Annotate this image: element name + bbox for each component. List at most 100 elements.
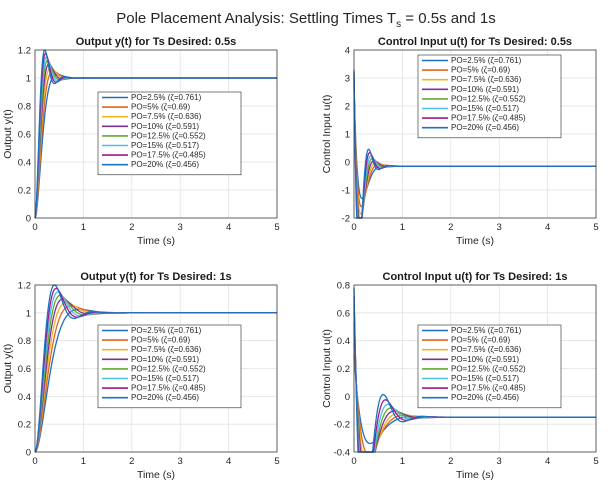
y-tick-label: 0	[345, 158, 350, 169]
y-tick-label: 1	[26, 74, 31, 85]
legend-label: PO=10% (ζ=0.591)	[451, 355, 519, 364]
x-tick-label: 2	[129, 222, 134, 233]
y-tick-label: 0.2	[337, 364, 350, 375]
x-tick-label: 3	[178, 456, 183, 467]
legend-label: PO=7.5% (ζ=0.636)	[451, 75, 522, 84]
legend-label: PO=2.5% (ζ=0.761)	[451, 56, 522, 65]
legend: PO=2.5% (ζ=0.761)PO=5% (ζ=0.69)PO=7.5% (…	[97, 91, 242, 176]
y-tick-label: 0.6	[18, 130, 31, 141]
y-tick-label: 0.6	[337, 308, 350, 319]
series-line	[34, 49, 277, 219]
legend: PO=2.5% (ζ=0.761)PO=5% (ζ=0.69)PO=7.5% (…	[417, 54, 562, 139]
y-axis-label: Output y(t)	[2, 109, 14, 159]
legend-label: PO=7.5% (ζ=0.636)	[131, 112, 202, 121]
chart-title: Output y(t) for Ts Desired: 0.5s	[76, 36, 237, 48]
x-axis-label: Time (s)	[456, 235, 494, 247]
legend-box	[417, 324, 562, 409]
y-tick-label: 0	[345, 392, 350, 403]
y-tick-label: 4	[345, 46, 350, 57]
legend-box	[417, 54, 562, 139]
x-tick-label: 4	[545, 456, 550, 467]
legend-label: PO=15% (ζ=0.517)	[131, 141, 199, 150]
x-axis-label: Time (s)	[137, 235, 175, 247]
y-tick-label: -0.2	[334, 420, 350, 431]
legend-label: PO=7.5% (ζ=0.636)	[451, 345, 522, 354]
legend-label: PO=2.5% (ζ=0.761)	[131, 326, 202, 335]
x-tick-label: 5	[593, 456, 598, 467]
y-axis-label: Output y(t)	[2, 344, 14, 394]
x-tick-label: 2	[448, 222, 453, 233]
y-tick-label: 0.2	[18, 186, 31, 197]
y-tick-label: -0.4	[334, 448, 350, 459]
x-tick-label: 2	[129, 456, 134, 467]
chart-panel-4: 0 1 2 3 4 5 -0.4 -0.2 0 0.2 0.4 0.6 0.8 Control Input…	[321, 271, 599, 481]
y-tick-label: 0.8	[337, 281, 350, 292]
y-tick-label: 1.2	[18, 281, 31, 292]
y-tick-label: 0.8	[18, 336, 31, 347]
series-line	[34, 284, 277, 453]
legend-label: PO=5% (ζ=0.69)	[451, 336, 510, 345]
y-tick-label: 3	[345, 74, 350, 85]
series-line	[353, 69, 596, 219]
legend-label: PO=15% (ζ=0.517)	[451, 374, 519, 383]
x-tick-label: 3	[178, 222, 183, 233]
x-tick-label: 5	[274, 456, 279, 467]
legend-label: PO=2.5% (ζ=0.761)	[131, 93, 202, 102]
suptitle-subscript: s	[396, 19, 401, 30]
chart-title: Output y(t) for Ts Desired: 1s	[80, 271, 231, 283]
y-tick-label: 1	[345, 130, 350, 141]
y-tick-label: 1.2	[18, 46, 31, 57]
x-tick-label: 0	[32, 456, 37, 467]
series-line	[353, 287, 596, 453]
legend-label: PO=5% (ζ=0.69)	[131, 336, 190, 345]
legend-label: PO=2.5% (ζ=0.761)	[451, 326, 522, 335]
legend-label: PO=17.5% (ζ=0.485)	[451, 384, 526, 393]
x-tick-label: 1	[81, 456, 86, 467]
chart-title: Control Input u(t) for Ts Desired: 0.5s	[378, 36, 572, 48]
chart-title: Control Input u(t) for Ts Desired: 1s	[383, 271, 568, 283]
legend-label: PO=20% (ζ=0.456)	[131, 160, 199, 169]
legend-label: PO=17.5% (ζ=0.485)	[131, 151, 206, 160]
y-tick-label: 0	[26, 448, 31, 459]
x-tick-label: 0	[351, 456, 356, 467]
y-tick-label: 0.4	[18, 392, 31, 403]
axes-frame	[353, 284, 597, 453]
x-tick-label: 2	[448, 456, 453, 467]
x-tick-label: 3	[497, 222, 502, 233]
legend-label: PO=12.5% (ζ=0.552)	[451, 94, 526, 103]
legend-label: PO=15% (ζ=0.517)	[451, 104, 519, 113]
legend-box	[97, 324, 242, 409]
legend-label: PO=12.5% (ζ=0.552)	[451, 364, 526, 373]
x-axis-label: Time (s)	[456, 469, 494, 481]
legend-label: PO=10% (ζ=0.591)	[131, 122, 199, 131]
chart-panel-2: 0 1 2 3 4 5 -2 -1 0 1 2 3 4 Control Input u(t) for Ts…	[321, 36, 599, 247]
x-axis-label: Time (s)	[137, 469, 175, 481]
y-tick-label: 0.6	[18, 364, 31, 375]
y-axis-label: Control Input u(t)	[321, 329, 333, 408]
legend-box	[97, 91, 242, 176]
axes-frame	[34, 49, 278, 219]
x-tick-label: 5	[593, 222, 598, 233]
chart-panel-1: 0 1 2 3 4 5 0 0.2 0.4 0.6 0.8 1 1.2 Output y(t) for T…	[2, 36, 280, 247]
y-tick-label: 0.8	[18, 102, 31, 113]
x-tick-label: 3	[497, 456, 502, 467]
legend-label: PO=5% (ζ=0.69)	[451, 66, 510, 75]
legend-label: PO=10% (ζ=0.591)	[451, 85, 519, 94]
legend-label: PO=15% (ζ=0.517)	[131, 374, 199, 383]
legend-label: PO=10% (ζ=0.591)	[131, 355, 199, 364]
legend-label: PO=20% (ζ=0.456)	[131, 393, 199, 402]
legend: PO=2.5% (ζ=0.761)PO=5% (ζ=0.69)PO=7.5% (…	[97, 324, 242, 409]
legend: PO=2.5% (ζ=0.761)PO=5% (ζ=0.69)PO=7.5% (…	[417, 324, 562, 409]
y-axis-label: Control Input u(t)	[321, 95, 333, 174]
x-tick-label: 1	[400, 456, 405, 467]
x-tick-label: 0	[351, 222, 356, 233]
legend-label: PO=12.5% (ζ=0.552)	[131, 364, 206, 373]
y-tick-label: 2	[345, 102, 350, 113]
x-tick-label: 4	[545, 222, 550, 233]
legend-label: PO=7.5% (ζ=0.636)	[131, 345, 202, 354]
x-tick-label: 4	[226, 456, 231, 467]
x-tick-label: 5	[274, 222, 279, 233]
legend-label: PO=20% (ζ=0.456)	[451, 123, 519, 132]
x-tick-label: 1	[81, 222, 86, 233]
